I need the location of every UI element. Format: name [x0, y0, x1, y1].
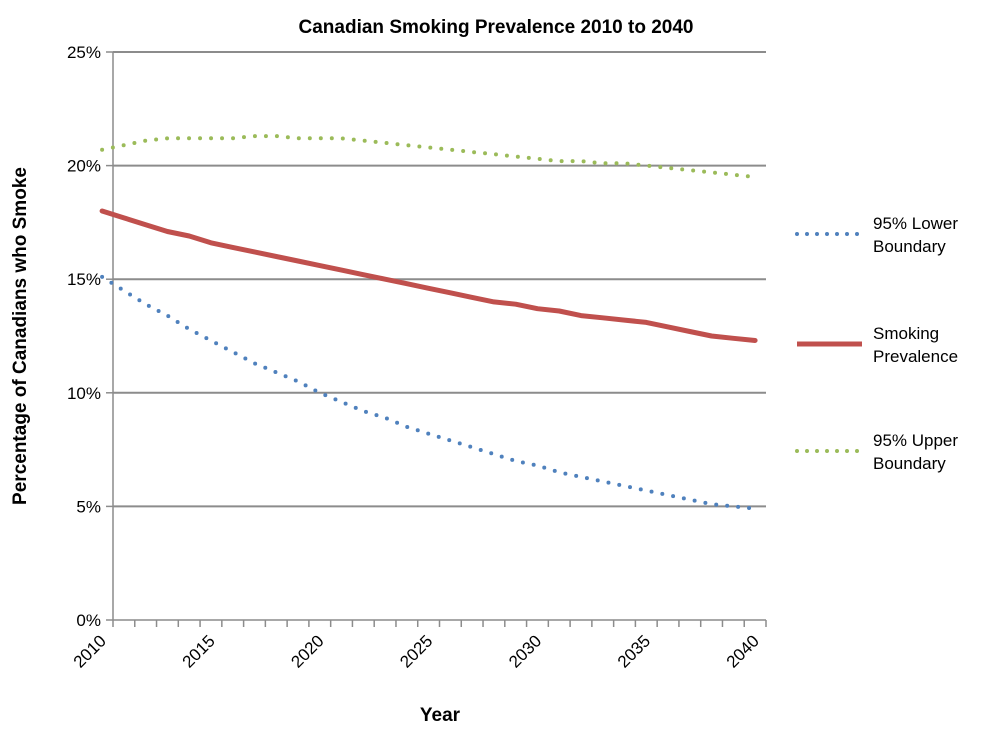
y-axis-title: Percentage of Canadians who Smoke [10, 167, 31, 505]
legend-label-3: 95% Upper Boundary [873, 431, 958, 473]
y-tick-label: 20% [67, 157, 101, 176]
y-tick-label: 15% [67, 270, 101, 289]
x-tick-label: 2010 [70, 631, 110, 671]
y-tick-label: 10% [67, 384, 101, 403]
chart-title: Canadian Smoking Prevalence 2010 to 2040 [299, 17, 694, 38]
series-line-3 [100, 134, 758, 179]
legend-label-1: 95% Lower Boundary [873, 214, 958, 256]
x-tick-label: 2035 [614, 631, 654, 671]
x-axis-title: Year [420, 705, 461, 726]
y-tick-label: 5% [76, 497, 101, 516]
gridlines [113, 51, 766, 508]
x-tick-label: 2015 [179, 631, 219, 671]
series-line-2 [99, 208, 758, 343]
series-line-1 [100, 274, 758, 511]
x-tick-label: 2040 [723, 631, 763, 671]
tick-labels: 0% 5% 10% 15% 20% 25% 2010 2015 2020 2025 2030 2035… [67, 43, 763, 672]
x-tick-label: 2020 [287, 631, 327, 671]
x-tick-label: 2025 [396, 631, 436, 671]
legend: 95% Lower Boundary Smoking Prevalence 95% Up… [795, 214, 958, 473]
legend-label-2: Smoking Prevalence [873, 324, 958, 366]
y-tick-label: 25% [67, 43, 101, 62]
x-tick-label: 2030 [505, 631, 545, 671]
y-tick-label: 0% [76, 611, 101, 630]
series-lines [99, 134, 758, 511]
